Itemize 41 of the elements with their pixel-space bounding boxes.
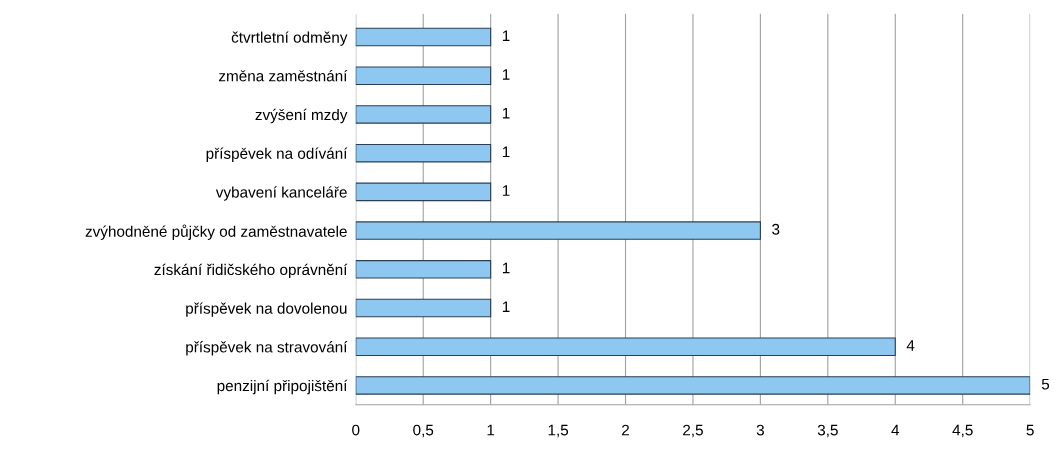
bar xyxy=(355,221,761,240)
data-label: 1 xyxy=(502,69,510,80)
bar xyxy=(355,27,492,47)
x-tick-label: 2,5 xyxy=(683,424,703,438)
x-tick-label: 0 xyxy=(352,424,360,436)
x-tick-label: 4 xyxy=(891,424,900,436)
bar xyxy=(355,260,492,279)
x-tick-label: 3 xyxy=(756,424,764,436)
x-tick-label: 0,5 xyxy=(413,424,434,438)
bar xyxy=(355,376,1031,395)
bar xyxy=(355,105,492,124)
bar xyxy=(355,337,896,356)
y-tick-label: získání řidičského oprávnění xyxy=(154,263,348,279)
y-tick-label: příspěvek na odívání xyxy=(206,147,348,162)
x-tick-label: 1,5 xyxy=(548,424,569,438)
bar xyxy=(355,298,492,318)
bar xyxy=(355,66,492,86)
data-label: 1 xyxy=(502,185,510,196)
x-tick-label: 3,5 xyxy=(817,424,838,438)
y-tick-label: změna zaměstnání xyxy=(218,70,348,82)
bar xyxy=(355,182,492,202)
x-tick-label: 1 xyxy=(487,424,495,436)
x-tick-label: 4,5 xyxy=(952,424,973,438)
bar xyxy=(355,143,492,163)
data-label: 4 xyxy=(906,340,915,351)
y-tick-label: zvýšení mzdy xyxy=(255,108,348,124)
data-label: 1 xyxy=(502,107,510,119)
data-label: 3 xyxy=(772,223,780,235)
x-tick-label: 2 xyxy=(622,424,629,436)
y-tick-label: čtvrtletní odměny xyxy=(231,31,348,46)
y-tick-label: penzijní připojištění xyxy=(217,379,348,395)
data-label: 1 xyxy=(502,262,510,274)
y-tick-label: vybavení kanceláře xyxy=(215,186,347,201)
y-tick-label: příspěvek na stravování xyxy=(186,341,348,356)
x-tick-label: 5 xyxy=(1026,424,1034,436)
data-label: 1 xyxy=(502,301,510,312)
data-label: 1 xyxy=(502,30,510,41)
y-tick-label: příspěvek na dovolenou xyxy=(186,302,347,317)
data-label: 1 xyxy=(502,146,510,158)
data-label: 5 xyxy=(1041,378,1050,390)
y-tick-label: zvýhodněné půjčky od zaměstnavatele xyxy=(85,224,347,240)
